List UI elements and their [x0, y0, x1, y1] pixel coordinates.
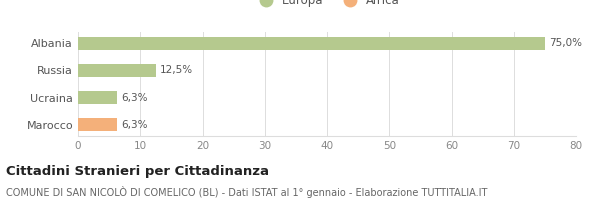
Text: 6,3%: 6,3%: [121, 93, 148, 103]
Bar: [78, 37, 545, 50]
Text: 75,0%: 75,0%: [548, 38, 581, 48]
Bar: [78, 91, 117, 104]
Legend: Europa, Africa: Europa, Africa: [254, 0, 400, 7]
Text: 6,3%: 6,3%: [121, 120, 148, 130]
Bar: [78, 64, 156, 77]
Text: Cittadini Stranieri per Cittadinanza: Cittadini Stranieri per Cittadinanza: [6, 165, 269, 178]
Bar: [78, 118, 117, 131]
Text: 12,5%: 12,5%: [160, 65, 193, 75]
Text: COMUNE DI SAN NICOLÒ DI COMELICO (BL) - Dati ISTAT al 1° gennaio - Elaborazione : COMUNE DI SAN NICOLÒ DI COMELICO (BL) - …: [6, 186, 487, 198]
